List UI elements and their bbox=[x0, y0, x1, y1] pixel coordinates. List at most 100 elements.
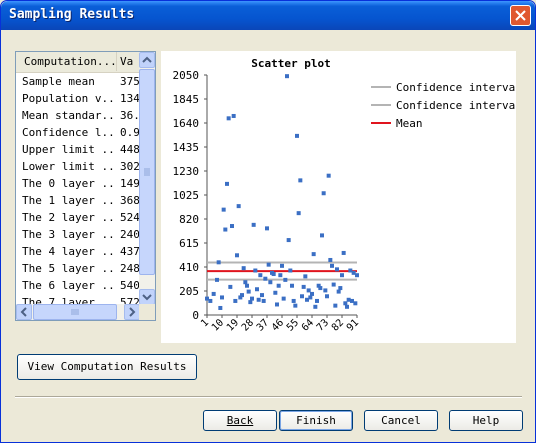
data-point bbox=[321, 191, 326, 196]
table-row[interactable]: The 4 layer ... 437 bbox=[16, 243, 140, 260]
data-point bbox=[221, 207, 226, 212]
data-point bbox=[256, 297, 261, 302]
data-point bbox=[233, 298, 238, 303]
scroll-left-button[interactable] bbox=[16, 304, 32, 320]
data-point bbox=[223, 227, 228, 232]
table-row[interactable]: The 1 layer ... 368 bbox=[16, 192, 140, 209]
row-name: The 6 layer ... bbox=[22, 279, 117, 292]
data-point bbox=[238, 295, 243, 300]
table-row[interactable]: Population v... 134 bbox=[16, 90, 140, 107]
row-value: 540 bbox=[120, 279, 140, 292]
data-point bbox=[328, 257, 333, 262]
scroll-down-button[interactable] bbox=[139, 289, 155, 305]
x-tick-label: 91 bbox=[345, 317, 361, 333]
table-row[interactable]: The 2 layer ... 524 bbox=[16, 209, 140, 226]
table-body: Sample mean 375 Population v... 134 Mean sta… bbox=[16, 73, 140, 320]
table-row[interactable]: Upper limit ... 448 bbox=[16, 141, 140, 158]
data-point bbox=[340, 273, 344, 278]
table-row[interactable]: The 6 layer ... 540 bbox=[16, 277, 140, 294]
x-tick-label: 37 bbox=[255, 317, 271, 333]
data-point bbox=[355, 273, 359, 278]
row-value: 240 bbox=[120, 228, 140, 241]
data-point bbox=[220, 295, 224, 300]
data-point bbox=[243, 280, 248, 285]
data-point bbox=[211, 291, 216, 296]
data-point bbox=[341, 250, 346, 255]
y-tick-label: 1230 bbox=[173, 165, 200, 178]
results-table[interactable]: Computation... Va Sample mean 375 Populati… bbox=[15, 51, 156, 321]
back-button-label: Back bbox=[226, 414, 254, 427]
data-point bbox=[300, 294, 304, 299]
cancel-button[interactable]: Cancel bbox=[364, 410, 438, 431]
data-point bbox=[308, 295, 313, 300]
scatter-chart: Scatter plot 0 205 410 615 820 1025 1230 1435 164… bbox=[161, 51, 522, 343]
table-row[interactable]: The 5 layer ... 248 bbox=[16, 260, 140, 277]
window-title: Sampling Results bbox=[9, 7, 135, 22]
scroll-right-button[interactable] bbox=[124, 304, 140, 320]
data-point bbox=[263, 276, 268, 281]
x-tick-label: 64 bbox=[300, 317, 316, 333]
row-value: 448 bbox=[120, 143, 140, 156]
data-point bbox=[293, 303, 298, 308]
data-point bbox=[235, 253, 239, 258]
data-point bbox=[280, 263, 284, 268]
row-value: 0.9 bbox=[120, 126, 140, 139]
back-button[interactable]: Back bbox=[203, 410, 277, 431]
row-name: Lower limit ... bbox=[22, 160, 117, 173]
column-header-computation[interactable]: Computation... bbox=[16, 52, 117, 71]
close-button[interactable] bbox=[510, 5, 531, 26]
data-point bbox=[310, 291, 314, 296]
data-point bbox=[215, 277, 219, 282]
y-tick-label: 615 bbox=[179, 237, 199, 250]
horizontal-scroll-thumb[interactable] bbox=[33, 304, 117, 320]
data-point bbox=[346, 297, 351, 302]
vertical-scroll-thumb[interactable] bbox=[139, 69, 155, 275]
row-value: 437 bbox=[120, 245, 140, 258]
finish-button[interactable]: Finish bbox=[279, 410, 353, 431]
data-point bbox=[301, 284, 306, 289]
chevron-right-icon bbox=[129, 307, 136, 317]
data-point bbox=[298, 178, 303, 183]
data-point bbox=[258, 273, 263, 278]
table-row[interactable]: The 3 layer ... 240 bbox=[16, 226, 140, 243]
x-tick-label: 73 bbox=[315, 317, 331, 333]
data-point bbox=[291, 298, 296, 303]
vertical-scrollbar[interactable] bbox=[139, 52, 155, 305]
data-point bbox=[265, 226, 269, 231]
view-computation-results-button[interactable]: View Computation Results bbox=[17, 354, 197, 380]
scroll-corner bbox=[139, 304, 155, 320]
data-point bbox=[266, 262, 271, 267]
grip-icon bbox=[144, 168, 150, 176]
data-point bbox=[350, 298, 354, 303]
data-point bbox=[351, 270, 356, 275]
data-point bbox=[315, 298, 319, 303]
y-tick-label: 1025 bbox=[173, 189, 200, 202]
data-point bbox=[255, 287, 259, 292]
row-value: 375 bbox=[120, 75, 140, 88]
horizontal-scrollbar[interactable] bbox=[16, 304, 141, 320]
legend-label: Mean bbox=[396, 117, 423, 130]
y-tick-label: 1640 bbox=[173, 117, 200, 130]
title-bar: Sampling Results bbox=[1, 1, 535, 30]
data-point bbox=[313, 304, 318, 309]
row-value: 149 bbox=[120, 177, 140, 190]
data-point bbox=[251, 222, 256, 227]
row-name: Population v... bbox=[22, 92, 117, 105]
table-row[interactable]: Confidence l... 0.9 bbox=[16, 124, 140, 141]
column-header-value[interactable]: Va bbox=[120, 55, 134, 68]
scroll-up-button[interactable] bbox=[139, 52, 155, 68]
row-name: The 4 layer ... bbox=[22, 245, 117, 258]
table-row[interactable]: Mean standar... 36. bbox=[16, 107, 140, 124]
data-point bbox=[240, 293, 244, 298]
table-row[interactable]: The 0 layer ... 149 bbox=[16, 175, 140, 192]
table-row[interactable]: Sample mean 375 bbox=[16, 73, 140, 90]
row-value: 368 bbox=[120, 194, 140, 207]
x-tick-label: 19 bbox=[225, 317, 241, 333]
y-tick-label: 820 bbox=[179, 213, 199, 226]
legend-label: Confidence interval bbox=[396, 99, 516, 112]
x-tick-label: 55 bbox=[285, 317, 301, 333]
data-point bbox=[303, 274, 308, 279]
data-point bbox=[248, 300, 253, 305]
table-row[interactable]: Lower limit ... 302 bbox=[16, 158, 140, 175]
help-button[interactable]: Help bbox=[449, 410, 523, 431]
